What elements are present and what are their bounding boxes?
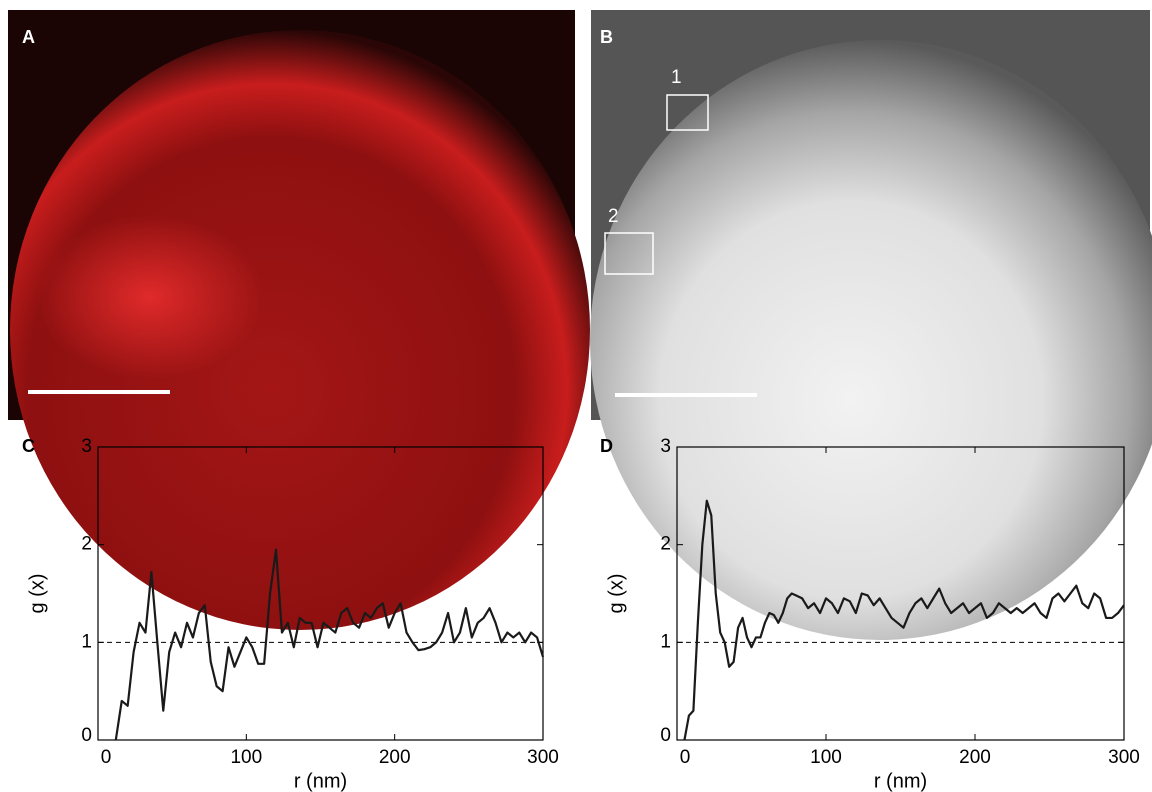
data-line bbox=[114, 548, 545, 741]
image-a-spot bbox=[8, 10, 575, 420]
panel-label: B bbox=[600, 27, 613, 47]
y-tick-label: 0 bbox=[660, 725, 671, 746]
y-tick-label: 1 bbox=[81, 631, 92, 652]
region-box bbox=[666, 94, 709, 131]
y-tick-label: 2 bbox=[81, 534, 92, 555]
y-tick-label: 1 bbox=[660, 631, 671, 652]
y-axis-label: g (x) bbox=[605, 574, 627, 614]
x-tick-label: 100 bbox=[230, 747, 262, 768]
region-box bbox=[604, 232, 654, 275]
panel-label: D bbox=[600, 436, 613, 456]
panel-label: A bbox=[22, 27, 35, 47]
panel-label: C bbox=[22, 436, 35, 456]
image-b-cell bbox=[590, 40, 1152, 640]
x-tick-label: 200 bbox=[379, 747, 411, 768]
x-axis-label: r (nm) bbox=[294, 770, 347, 792]
x-tick-label: 100 bbox=[810, 747, 842, 768]
x-tick-label: 300 bbox=[1108, 747, 1140, 768]
y-tick-label: 3 bbox=[660, 436, 671, 457]
y-axis-label: g (x) bbox=[26, 574, 48, 614]
region-label: 2 bbox=[608, 206, 619, 227]
x-tick-label: 300 bbox=[527, 747, 559, 768]
data-line bbox=[683, 499, 1125, 741]
y-tick-label: 3 bbox=[81, 436, 92, 457]
region-label: 1 bbox=[671, 67, 682, 88]
x-tick-label: 0 bbox=[680, 747, 691, 768]
plot-frame bbox=[97, 446, 544, 741]
y-tick-label: 0 bbox=[81, 725, 92, 746]
y-tick-label: 2 bbox=[660, 534, 671, 555]
x-tick-label: 200 bbox=[959, 747, 991, 768]
plot-frame bbox=[676, 446, 1125, 741]
x-tick-label: 0 bbox=[101, 747, 112, 768]
x-axis-label: r (nm) bbox=[874, 770, 927, 792]
